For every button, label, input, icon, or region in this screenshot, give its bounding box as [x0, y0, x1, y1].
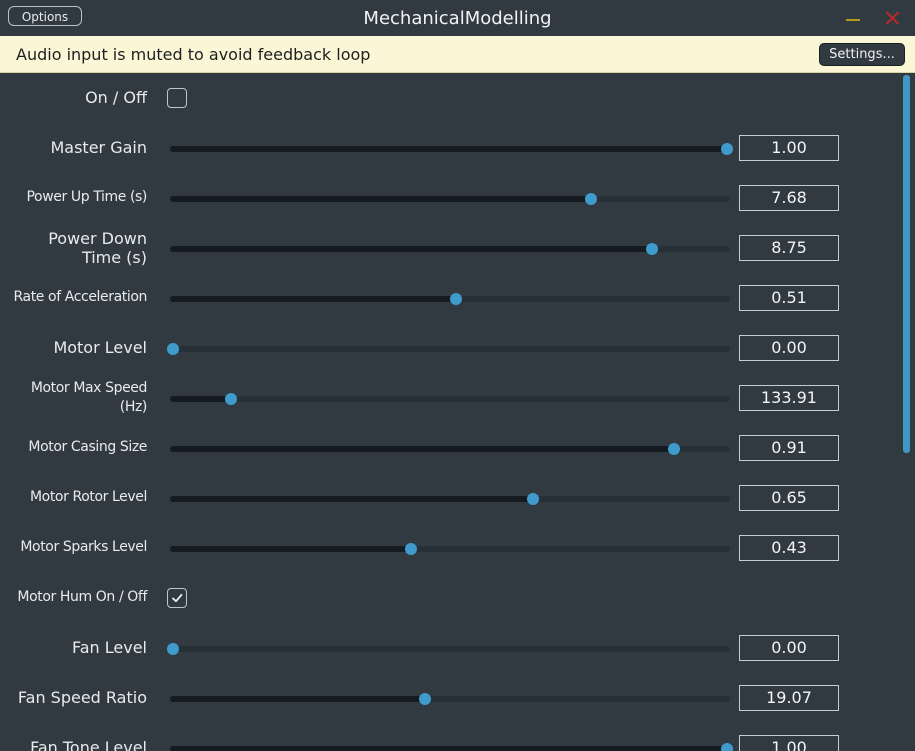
- param-row-on-off: On / Off: [0, 73, 900, 123]
- power-down-time-s-value-field[interactable]: 8.75: [739, 235, 839, 261]
- param-label: Motor Hum On / Off: [17, 589, 147, 605]
- param-row-motor-casing-size: Motor Casing Size 0.91: [0, 423, 900, 473]
- slider-fill: [170, 746, 727, 751]
- param-label: Power Up Time (s): [26, 189, 148, 205]
- param-row-motor-sparks-level: Motor Sparks Level 0.43: [0, 523, 900, 573]
- power-up-time-s-value-field[interactable]: 7.68: [739, 185, 839, 211]
- minimize-icon[interactable]: [845, 8, 861, 28]
- param-label: Power Down Time (s): [48, 229, 147, 267]
- slider-thumb[interactable]: [419, 693, 432, 705]
- slider-fill: [170, 196, 592, 202]
- slider-thumb[interactable]: [167, 343, 179, 355]
- param-label: Motor Sparks Level: [20, 539, 147, 555]
- slider-thumb[interactable]: [527, 493, 540, 505]
- on-off-checkbox[interactable]: [167, 88, 187, 108]
- power-down-time-s-slider[interactable]: [170, 243, 730, 255]
- param-row-power-down-time-s: Power Down Time (s) 8.75: [0, 223, 900, 273]
- param-label: Rate of Acceleration: [13, 289, 148, 305]
- parameter-panel: On / Off Master Gain 1.00 Power Up Time (s)…: [0, 73, 915, 751]
- slider-thumb[interactable]: [225, 393, 238, 405]
- slider-fill: [170, 296, 456, 302]
- motor-sparks-level-slider[interactable]: [170, 543, 730, 555]
- param-label: Motor Casing Size: [28, 439, 147, 455]
- param-row-motor-level: Motor Level 0.00: [0, 323, 900, 373]
- param-row-fan-tone-level: Fan Tone Level 1.00: [0, 723, 900, 751]
- param-row-master-gain: Master Gain 1.00: [0, 123, 900, 173]
- slider-fill: [170, 496, 534, 502]
- param-label: Motor Rotor Level: [30, 489, 147, 505]
- slider-thumb[interactable]: [646, 243, 659, 255]
- param-label: Fan Level: [72, 638, 147, 657]
- checkmark-icon: [172, 593, 183, 603]
- param-row-power-up-time-s: Power Up Time (s) 7.68: [0, 173, 900, 223]
- motor-casing-size-value-field[interactable]: 0.91: [739, 435, 839, 461]
- param-row-rate-of-acceleration: Rate of Acceleration 0.51: [0, 273, 900, 323]
- fan-speed-ratio-value-field[interactable]: 19.07: [739, 685, 839, 711]
- slider-fill: [170, 696, 426, 702]
- motor-hum-on-off-checkbox[interactable]: [167, 588, 187, 608]
- param-row-fan-speed-ratio: Fan Speed Ratio 19.07: [0, 673, 900, 723]
- slider-thumb[interactable]: [721, 743, 733, 751]
- slider-thumb[interactable]: [405, 543, 418, 555]
- param-label: Motor Level: [53, 338, 147, 357]
- motor-rotor-level-slider[interactable]: [170, 493, 730, 505]
- fan-speed-ratio-slider[interactable]: [170, 693, 730, 705]
- param-row-fan-level: Fan Level 0.00: [0, 623, 900, 673]
- param-row-motor-max-speed-hz: Motor Max Speed (Hz) 133.91: [0, 373, 900, 423]
- close-icon[interactable]: [883, 8, 901, 28]
- motor-max-speed-hz-value-field[interactable]: 133.91: [739, 385, 839, 411]
- app-title: MechanicalModelling: [363, 8, 552, 29]
- param-label: Motor Max Speed (Hz): [30, 380, 148, 415]
- motor-sparks-level-value-field[interactable]: 0.43: [739, 535, 839, 561]
- slider-thumb[interactable]: [585, 193, 598, 205]
- fan-level-slider[interactable]: [167, 643, 730, 655]
- fan-tone-level-slider[interactable]: [170, 743, 733, 751]
- slider-fill: [170, 146, 727, 152]
- slider-fill: [170, 396, 232, 402]
- param-row-motor-rotor-level: Motor Rotor Level 0.65: [0, 473, 900, 523]
- param-label: Fan Tone Level: [30, 738, 147, 751]
- param-row-motor-hum-on-off: Motor Hum On / Off: [0, 573, 900, 623]
- param-label: Master Gain: [50, 138, 147, 157]
- rate-of-acceleration-value-field[interactable]: 0.51: [739, 285, 839, 311]
- scrollbar-thumb[interactable]: [903, 75, 910, 453]
- master-gain-value-field[interactable]: 1.00: [739, 135, 839, 161]
- slider-thumb[interactable]: [721, 143, 733, 155]
- motor-max-speed-hz-slider[interactable]: [170, 393, 730, 405]
- options-button[interactable]: Options: [8, 6, 82, 26]
- slider-thumb[interactable]: [449, 293, 462, 305]
- motor-casing-size-slider[interactable]: [170, 443, 730, 455]
- fan-tone-level-value-field[interactable]: 1.00: [739, 735, 839, 751]
- banner-message: Audio input is muted to avoid feedback l…: [16, 45, 371, 64]
- slider-fill: [170, 246, 653, 252]
- param-label: On / Off: [85, 88, 147, 107]
- master-gain-slider[interactable]: [170, 143, 733, 155]
- fan-level-value-field[interactable]: 0.00: [739, 635, 839, 661]
- motor-rotor-level-value-field[interactable]: 0.65: [739, 485, 839, 511]
- motor-level-slider[interactable]: [167, 343, 730, 355]
- rate-of-acceleration-slider[interactable]: [170, 293, 730, 305]
- slider-fill: [170, 546, 412, 552]
- power-up-time-s-slider[interactable]: [170, 193, 730, 205]
- settings-button[interactable]: Settings...: [819, 43, 905, 66]
- slider-fill: [170, 446, 675, 452]
- param-label: Fan Speed Ratio: [17, 688, 147, 707]
- motor-level-value-field[interactable]: 0.00: [739, 335, 839, 361]
- notification-banner: Audio input is muted to avoid feedback l…: [0, 36, 915, 73]
- slider-thumb[interactable]: [668, 443, 681, 455]
- slider-thumb[interactable]: [167, 643, 179, 655]
- title-bar: Options MechanicalModelling: [0, 0, 915, 36]
